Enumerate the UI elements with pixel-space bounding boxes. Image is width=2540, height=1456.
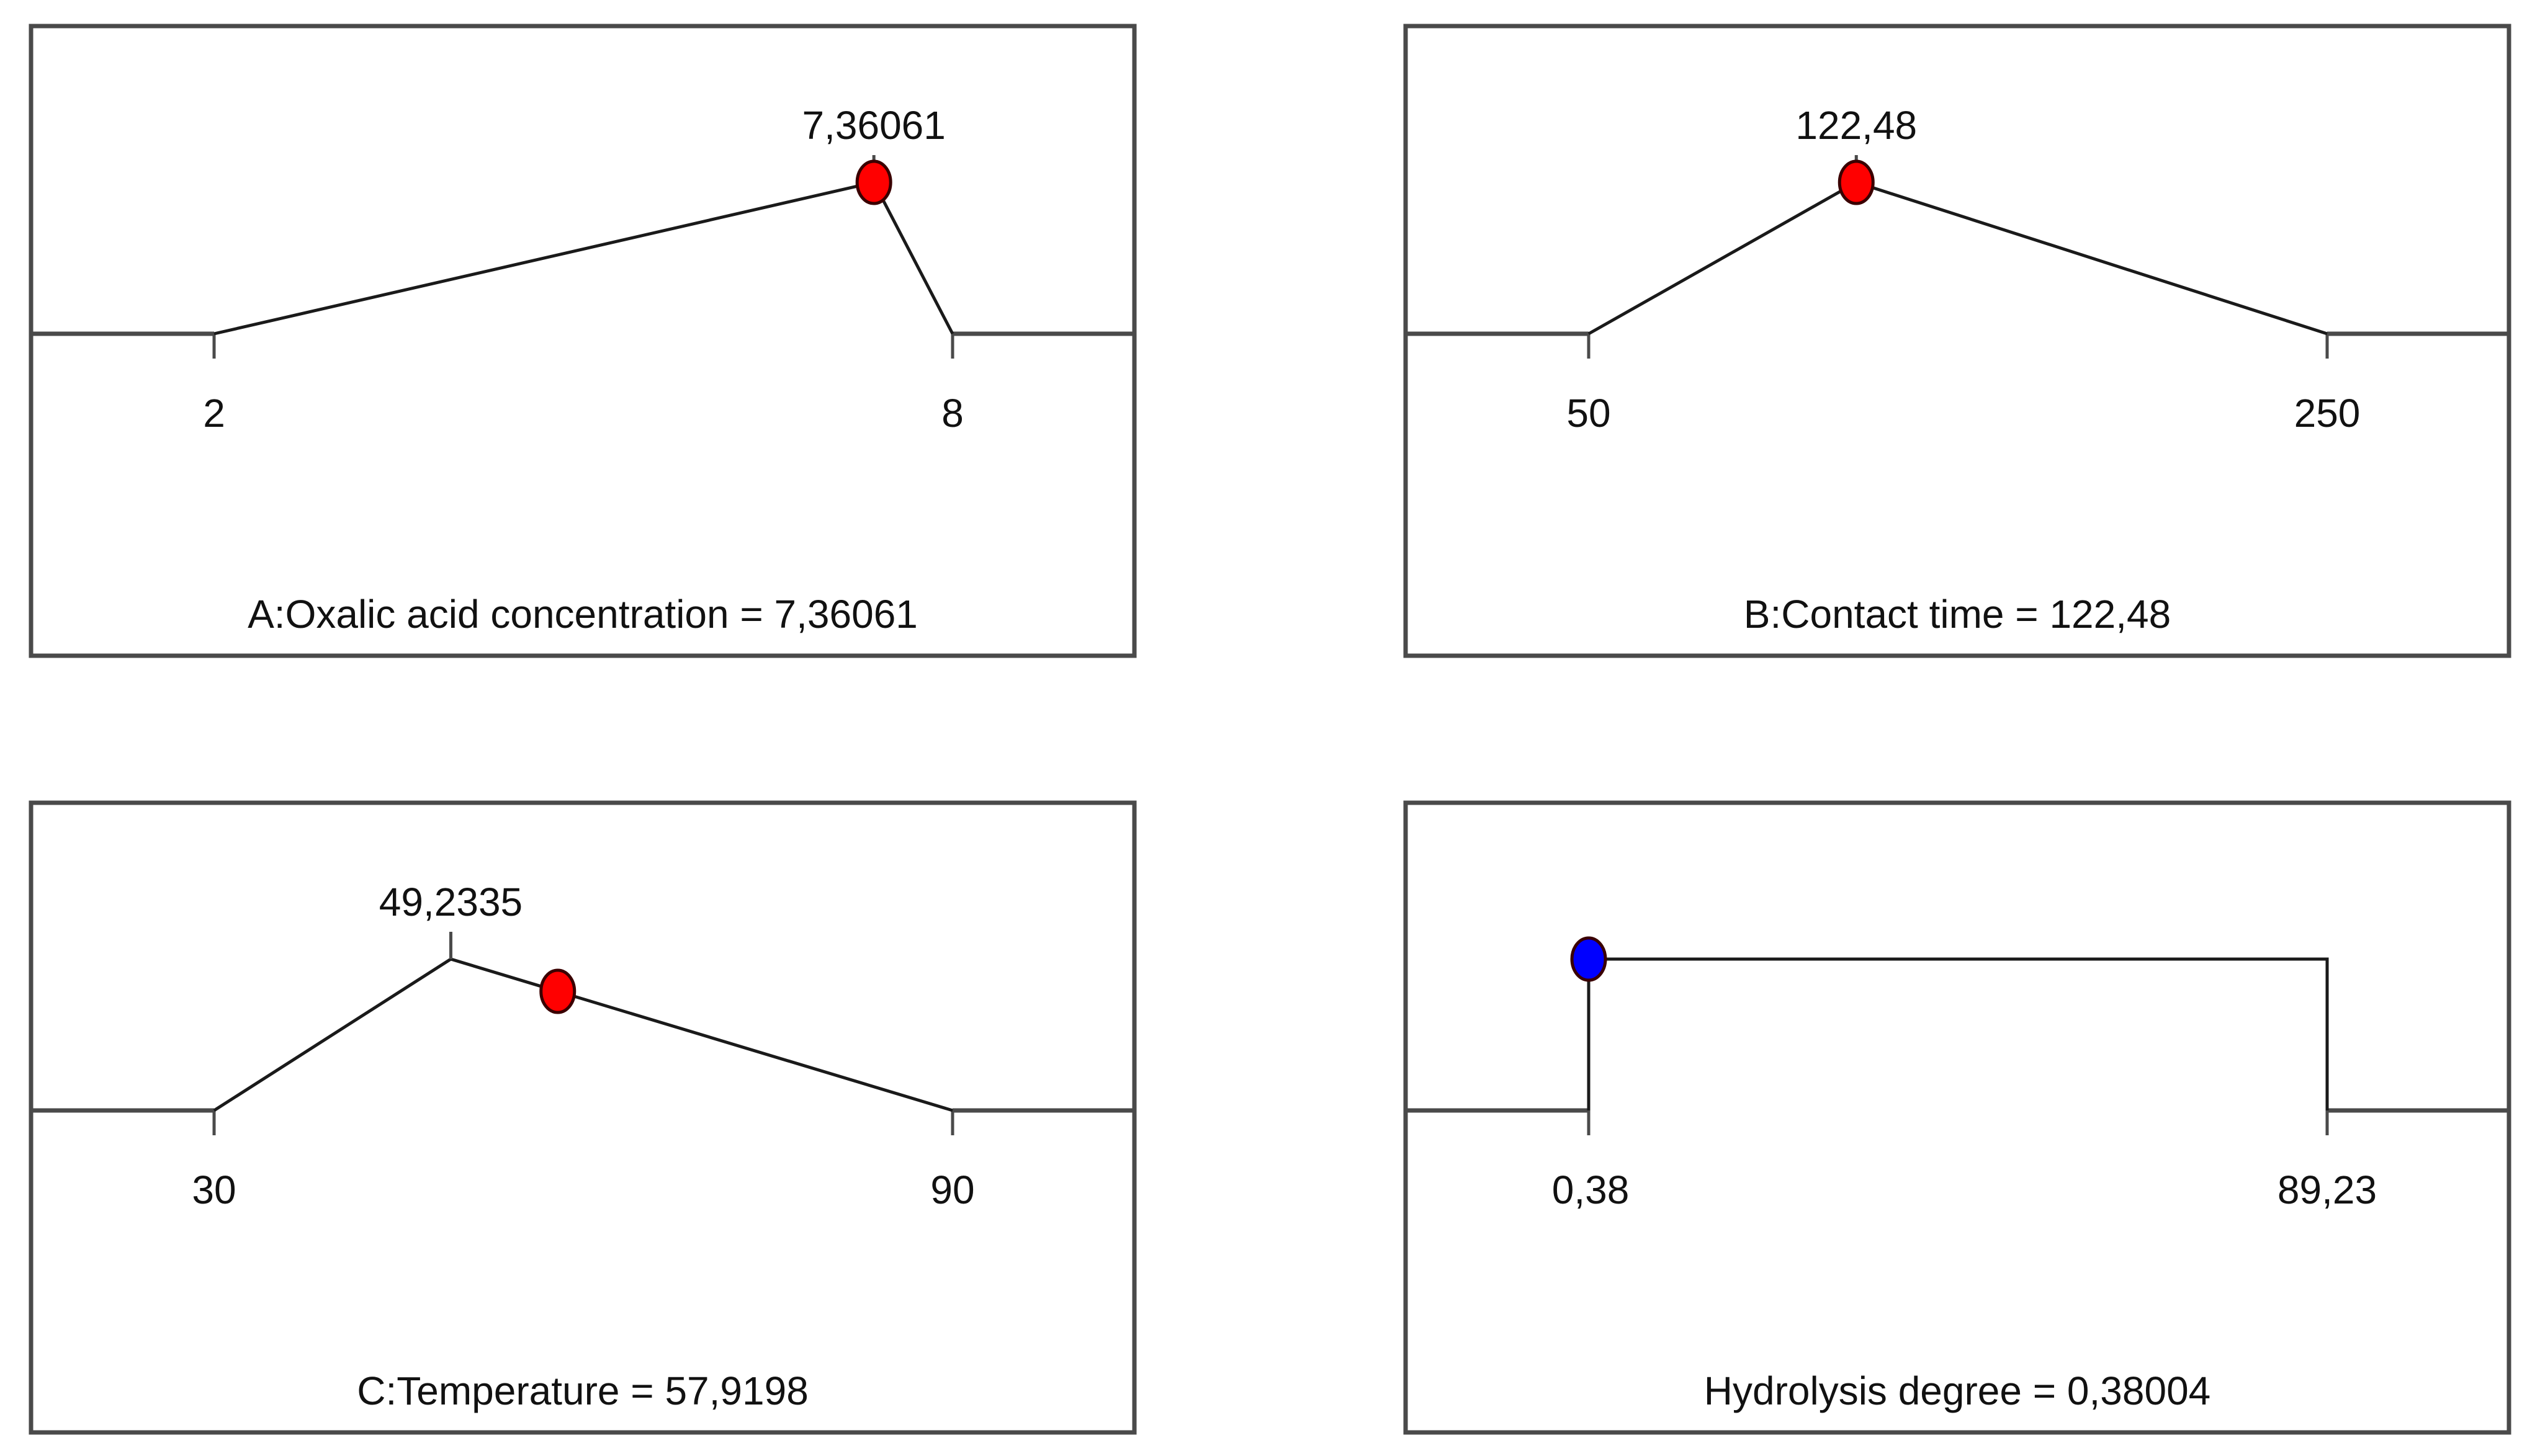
- panel-caption: Hydrolysis degree = 0,38004: [1704, 1369, 2211, 1413]
- peak-label: 122,48: [1795, 103, 1917, 148]
- panel-caption: A:Oxalic acid concentration = 7,36061: [248, 592, 918, 636]
- peak-label: 7,36061: [802, 103, 946, 148]
- desirability-curve: [1587, 957, 2329, 1110]
- high-limit-label: 89,23: [2277, 1168, 2377, 1212]
- current-setting-point: [539, 968, 577, 1014]
- panel-1: 2 8 7,36061 A:Oxalic acid concentration = 7…: [29, 24, 1137, 658]
- panel-frame: [29, 24, 1137, 658]
- low-limit-label: 50: [1566, 391, 1610, 435]
- peak-label: 49,2335: [379, 880, 523, 924]
- panel-caption: C:Temperature = 57,9198: [357, 1369, 809, 1413]
- current-setting-point: [1570, 936, 1607, 982]
- high-limit-label: 90: [930, 1168, 974, 1212]
- low-limit-label: 2: [203, 391, 225, 435]
- panel-frame: [1403, 800, 2511, 1435]
- low-limit-label: 30: [192, 1168, 236, 1212]
- panel-3: 30 90 49,2335 C:Temperature = 57,9198: [29, 800, 1137, 1435]
- current-setting-point: [1838, 159, 1875, 205]
- panel-caption: B:Contact time = 122,48: [1744, 592, 2171, 636]
- panel-4: 0,38 89,23 Hydrolysis degree = 0,38004: [1403, 800, 2511, 1435]
- panel-2: 50 250 122,48 B:Contact time = 122,48: [1403, 24, 2511, 658]
- high-limit-label: 8: [941, 391, 964, 435]
- high-limit-label: 250: [2294, 391, 2361, 435]
- low-limit-label: 0,38: [1552, 1168, 1630, 1212]
- panel-frame: [1403, 24, 2511, 658]
- current-setting-point: [855, 159, 892, 205]
- panel-frame: [29, 800, 1137, 1435]
